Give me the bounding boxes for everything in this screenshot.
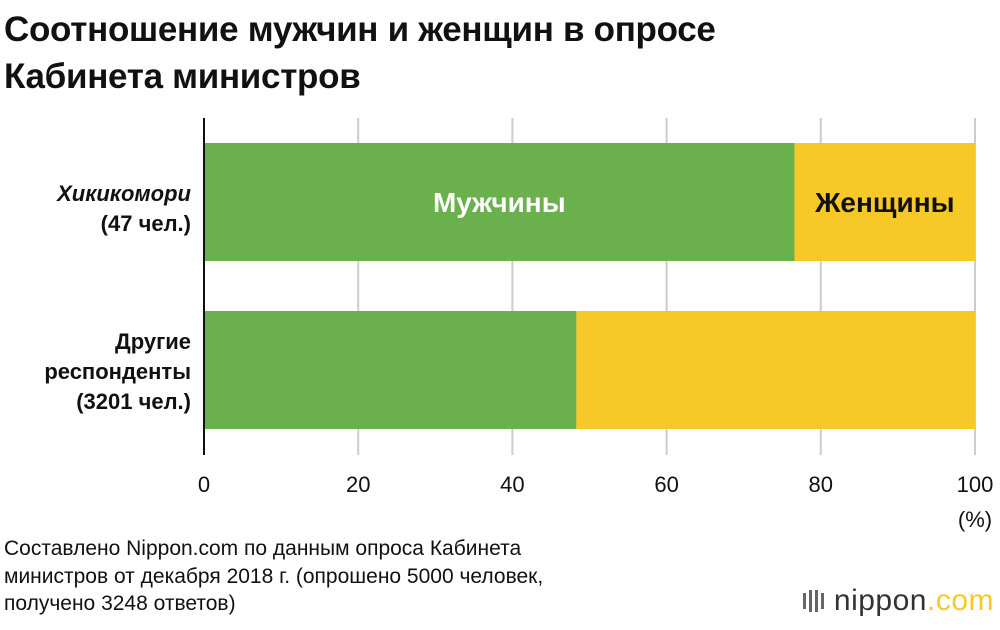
footnote-line-1: Составлено Nippon.com по данным опроса К… bbox=[4, 537, 522, 560]
category-label-0-line-1: (47 чел.) bbox=[101, 211, 191, 236]
footnote-line-2: министров от декабря 2018 г. (опрошено 5… bbox=[4, 564, 544, 588]
category-label-1-line-1: респонденты bbox=[44, 359, 191, 384]
logo-wordmark: nippon.com bbox=[834, 584, 994, 618]
logo-suffix: .com bbox=[926, 584, 994, 617]
x-tick-label-80: 80 bbox=[809, 472, 833, 497]
category-label-1-line-0: Другие bbox=[115, 329, 191, 354]
logo-name: nippon bbox=[833, 584, 927, 617]
bar-men-0 bbox=[204, 143, 795, 261]
series-label-women: Женщины bbox=[814, 187, 954, 218]
category-label-0-line-0: Хикикомори bbox=[55, 181, 191, 206]
chart-title-line-2: Кабинета министров bbox=[4, 57, 361, 96]
x-axis-unit: (%) bbox=[958, 507, 992, 532]
source-footnote: Составлено Nippon.com по данным опроса К… bbox=[4, 535, 724, 618]
chart-title-line-1: Соотношение мужчин и женщин в опросе bbox=[4, 10, 716, 49]
x-tick-label-0: 0 bbox=[198, 472, 210, 497]
x-tick-label-60: 60 bbox=[654, 472, 678, 497]
bar-men-1 bbox=[204, 311, 577, 429]
bar-women-1 bbox=[576, 311, 975, 429]
nippon-logo: nippon.com bbox=[802, 584, 994, 618]
x-tick-label-100: 100 bbox=[957, 472, 994, 497]
stacked-bar-chart: Мужчины Женщины 0 20 40 60 80 100 (%) Хикикомори (… bbox=[44, 118, 994, 532]
x-tick-label-20: 20 bbox=[346, 472, 370, 497]
category-label-1-line-2: (3201 чел.) bbox=[76, 389, 191, 414]
bar-women-0 bbox=[794, 143, 975, 261]
series-label-men: Мужчины bbox=[433, 187, 566, 218]
chart-title: Соотношение мужчин и женщин в опросе Каб… bbox=[4, 6, 994, 100]
logo-bars-icon bbox=[802, 590, 824, 612]
x-tick-label-40: 40 bbox=[500, 472, 524, 497]
footnote-line-3: получено 3248 ответов) bbox=[4, 592, 236, 615]
